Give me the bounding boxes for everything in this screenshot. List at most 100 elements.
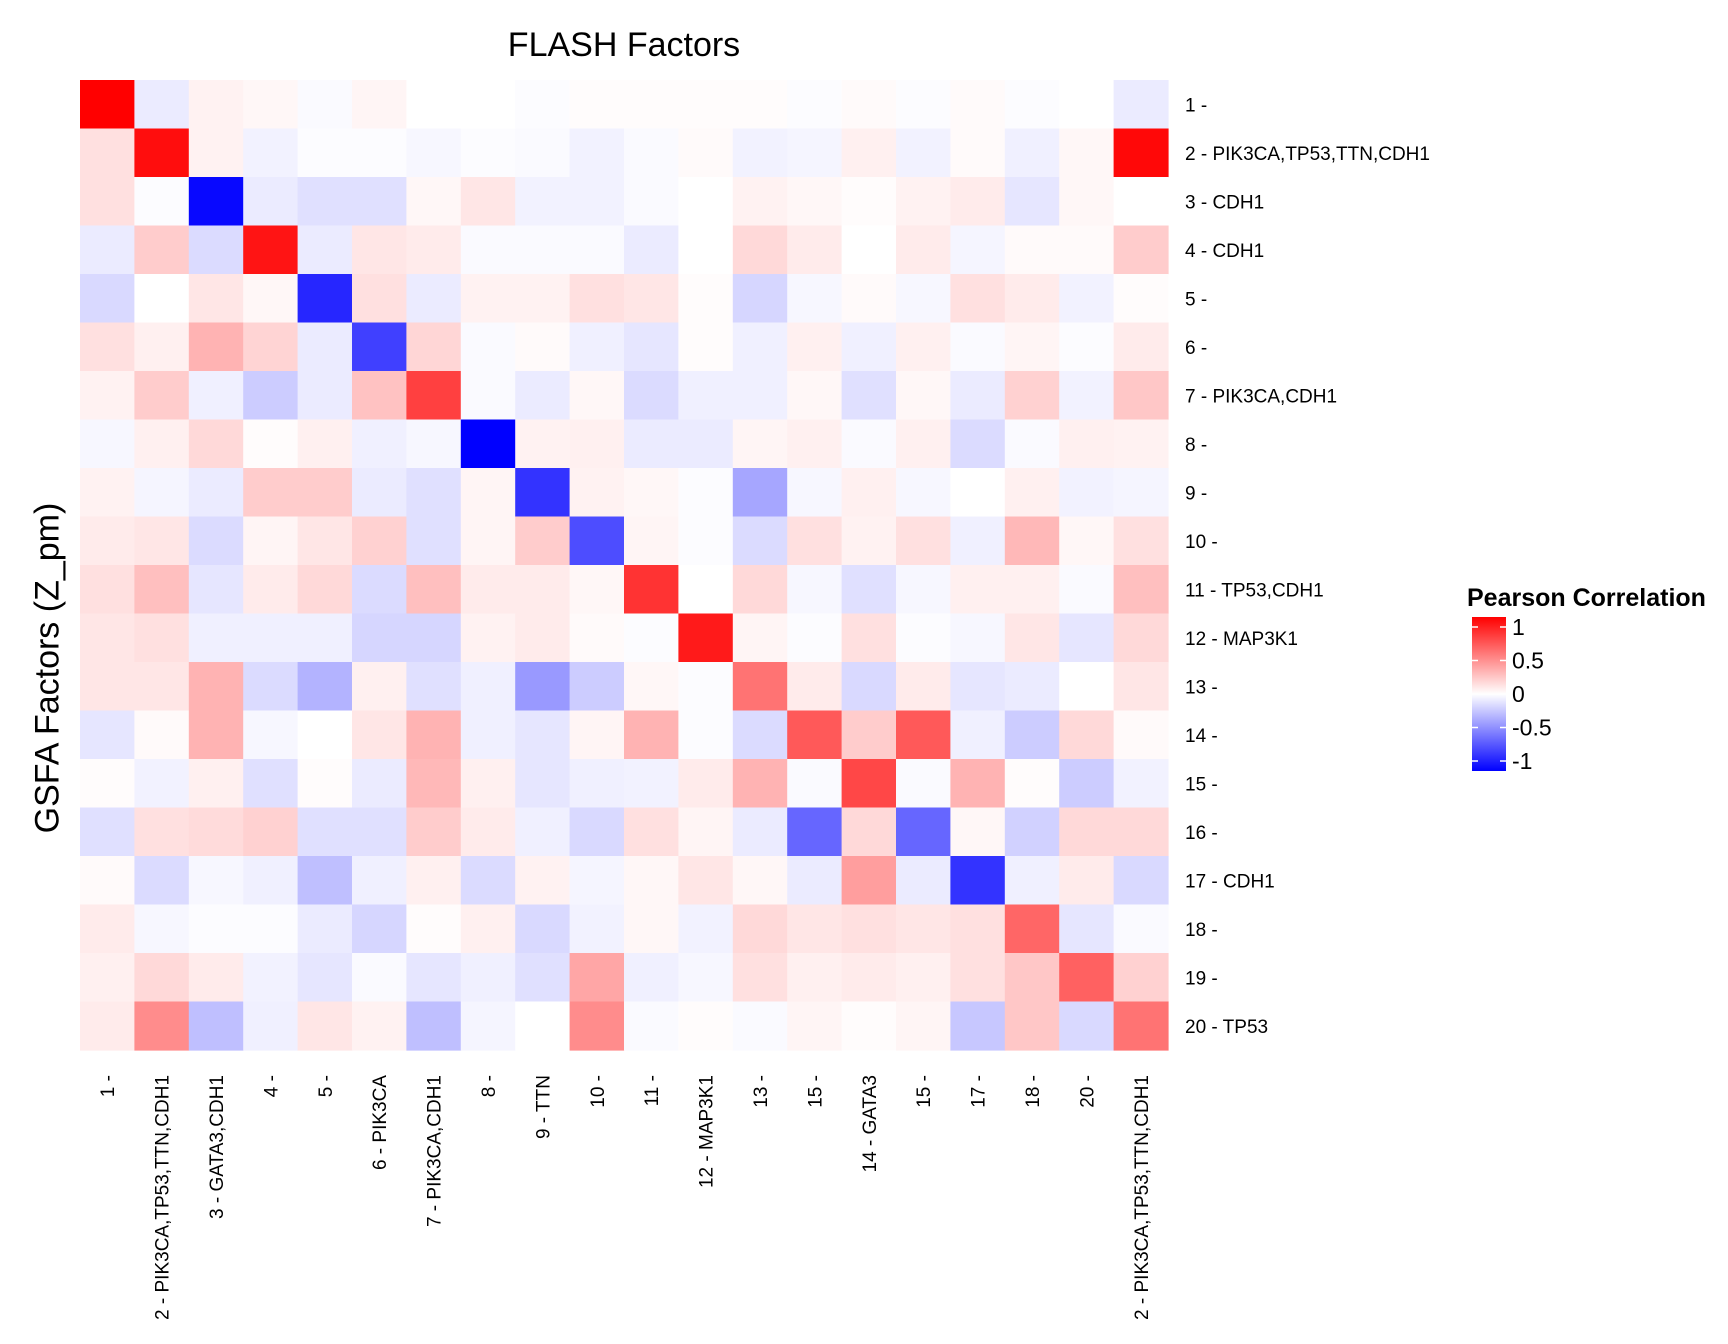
heatmap-cell (787, 904, 843, 954)
heatmap-cell (80, 419, 135, 469)
heatmap-cell (80, 322, 135, 372)
heatmap-cell (352, 565, 407, 615)
heatmap-cell (188, 80, 244, 130)
heatmap-cell (787, 613, 843, 663)
heatmap-cell (1113, 613, 1169, 663)
heatmap-cell (406, 322, 462, 372)
heatmap-cell (569, 856, 625, 906)
heatmap-cell (80, 1001, 135, 1051)
heatmap-cell (787, 710, 843, 760)
heatmap-cell (1059, 662, 1115, 712)
heatmap-cell (297, 225, 353, 275)
heatmap-cell (732, 80, 788, 130)
heatmap-cell (297, 468, 353, 518)
heatmap-cell (1113, 856, 1169, 906)
heatmap-cell (950, 807, 1006, 857)
heatmap-cell (787, 177, 843, 227)
heatmap-cell (569, 953, 625, 1003)
heatmap-cell (841, 710, 897, 760)
heatmap-cell (515, 710, 571, 760)
y-tick-label: 2 - PIK3CA,TP53,TTN,CDH1 (1185, 144, 1430, 165)
heatmap-cell (896, 274, 951, 324)
y-tick-label: 20 - TP53 (1185, 1017, 1268, 1038)
heatmap-cell (1059, 419, 1115, 469)
heatmap-cell (406, 904, 462, 954)
heatmap-cell (1059, 128, 1115, 178)
heatmap-cell (1059, 80, 1115, 130)
heatmap-cell (80, 371, 135, 421)
heatmap-cell (787, 419, 843, 469)
heatmap-cell (297, 662, 353, 712)
heatmap-cell (1059, 274, 1115, 324)
heatmap-cell (787, 468, 843, 518)
x-tick-label: 6 - PIK3CA (370, 1075, 391, 1170)
legend-tick-label: -0.5 (1512, 715, 1552, 741)
heatmap-cell (787, 1001, 843, 1051)
heatmap-cell (1059, 177, 1115, 227)
heatmap-cell (1113, 710, 1169, 760)
heatmap-cell (1113, 371, 1169, 421)
heatmap-cell (80, 565, 135, 615)
heatmap-cell (515, 662, 571, 712)
heatmap-cell (1059, 468, 1115, 518)
heatmap-cell (787, 516, 843, 566)
heatmap-cell (624, 274, 679, 324)
heatmap-cell (896, 516, 951, 566)
heatmap-cell (896, 1001, 951, 1051)
heatmap-cell (1059, 953, 1115, 1003)
heatmap-cell (243, 807, 299, 857)
y-tick-label: 6 - (1185, 338, 1207, 359)
x-tick-label: 1 - (98, 1075, 119, 1097)
heatmap-cell (80, 904, 135, 954)
heatmap-cell (950, 565, 1006, 615)
heatmap-cell (896, 953, 951, 1003)
x-tick-label: 11 - (642, 1075, 663, 1106)
heatmap-cell (1004, 371, 1060, 421)
heatmap-cell (134, 953, 190, 1003)
heatmap-cell (1113, 662, 1169, 712)
heatmap-cell (243, 613, 299, 663)
y-tick-label: 7 - PIK3CA,CDH1 (1185, 386, 1337, 407)
y-tick-label: 12 - MAP3K1 (1185, 629, 1298, 650)
heatmap-cell (624, 177, 679, 227)
heatmap-cell (624, 759, 679, 809)
heatmap-cell (80, 759, 135, 809)
x-tick-label: 2 - PIK3CA,TP53,TTN,CDH1 (153, 1075, 174, 1320)
heatmap-cell (678, 274, 734, 324)
heatmap-cell (678, 322, 734, 372)
heatmap-cell (406, 468, 462, 518)
heatmap-cell (1059, 225, 1115, 275)
heatmap-cell (950, 1001, 1006, 1051)
heatmap-cell (678, 468, 734, 518)
heatmap-cell (297, 419, 353, 469)
x-tick-label: 12 - MAP3K1 (697, 1075, 718, 1188)
heatmap-cell (569, 419, 625, 469)
heatmap-cell (569, 128, 625, 178)
heatmap-cell (460, 565, 516, 615)
heatmap-cell (678, 177, 734, 227)
heatmap-cell (352, 516, 407, 566)
heatmap-cell (352, 322, 407, 372)
heatmap-cell (297, 274, 353, 324)
heatmap-cell (80, 516, 135, 566)
heatmap-cell (188, 225, 244, 275)
x-tick-label: 15 - (805, 1075, 826, 1108)
heatmap-cell (515, 322, 571, 372)
heatmap-cell (896, 613, 951, 663)
x-tick-label: 14 - GATA3 (860, 1075, 881, 1173)
x-tick-label: 3 - GATA3,CDH1 (207, 1075, 228, 1219)
heatmap-cell (732, 322, 788, 372)
heatmap-cell (406, 1001, 462, 1051)
heatmap-cell (1113, 759, 1169, 809)
heatmap-cell (243, 856, 299, 906)
heatmap-cell (460, 613, 516, 663)
heatmap-cell (80, 274, 135, 324)
heatmap-cell (515, 613, 571, 663)
heatmap-cell (80, 856, 135, 906)
heatmap-cell (732, 807, 788, 857)
heatmap-cell (406, 516, 462, 566)
heatmap-cell (1113, 807, 1169, 857)
heatmap-cell (732, 710, 788, 760)
heatmap-cell (134, 80, 190, 130)
heatmap-cell (243, 419, 299, 469)
